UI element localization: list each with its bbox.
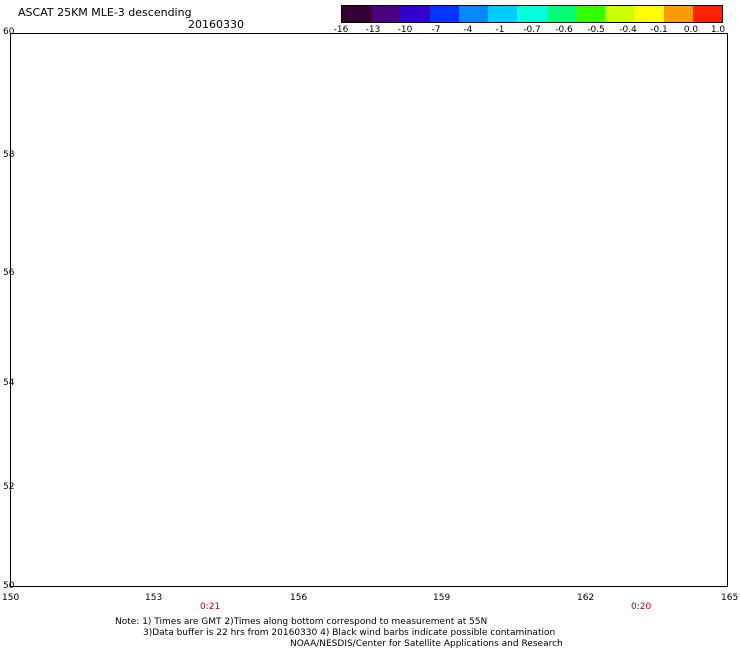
colorbar-swatch [429,6,459,22]
colorbar-label: -0.4 [619,25,637,35]
lon-label: 150 [2,593,20,603]
colorbar-swatch [371,6,401,22]
lon-label: 165 [721,593,739,603]
lon-label: 159 [433,593,451,603]
colorbar-swatch [605,6,635,22]
note-line-1: Note: 1) Times are GMT 2)Times along bot… [115,617,488,627]
colorbar-label: -0.1 [650,25,668,35]
lon-label: 162 [577,593,595,603]
chart-date: 20160330 [188,18,244,31]
lon-label: 153 [145,593,163,603]
colorbar-label: 1.0 [710,25,726,35]
note-line-2: 3)Data buffer is 22 hrs from 20160330 4)… [143,628,556,638]
lat-label: 58 [3,150,15,160]
lat-label: 52 [3,482,15,492]
colorbar-swatch [488,6,518,22]
lat-label: 60 [3,27,15,37]
time-label: 0:20 [631,602,652,612]
time-label: 0:21 [200,602,221,612]
lon-label: 156 [290,593,308,603]
lat-label: 54 [3,378,15,388]
colorbar-label: -4 [463,25,473,35]
colorbar-swatch [517,6,547,22]
colorbar-label: -13 [365,25,381,35]
colorbar-label: -0.7 [523,25,541,35]
colorbar-swatch [342,6,372,22]
colorbar-swatch [400,6,430,22]
colorbar-swatch [692,6,723,22]
note-line-3: NOAA/NESDIS/Center for Satellite Applica… [290,639,563,649]
colorbar-label: -10 [397,25,413,35]
colorbar-label: -0.5 [587,25,605,35]
colorbar-label: -1 [495,25,505,35]
colorbar-swatch [458,6,489,22]
lat-label: 50 [3,581,15,591]
lat-label: 56 [3,268,15,278]
colorbar-swatch [546,6,576,22]
map-panel [10,33,728,587]
chart-title: ASCAT 25KM MLE-3 descending [18,6,192,19]
colorbar-swatch [575,6,606,22]
colorbar-swatch [634,6,664,22]
colorbar-label: -7 [431,25,441,35]
colorbar-swatch [663,6,693,22]
colorbar-label: 0.0 [683,25,699,35]
colorbar-label: -16 [333,25,349,35]
colorbar [341,5,723,23]
colorbar-label: -0.6 [555,25,573,35]
